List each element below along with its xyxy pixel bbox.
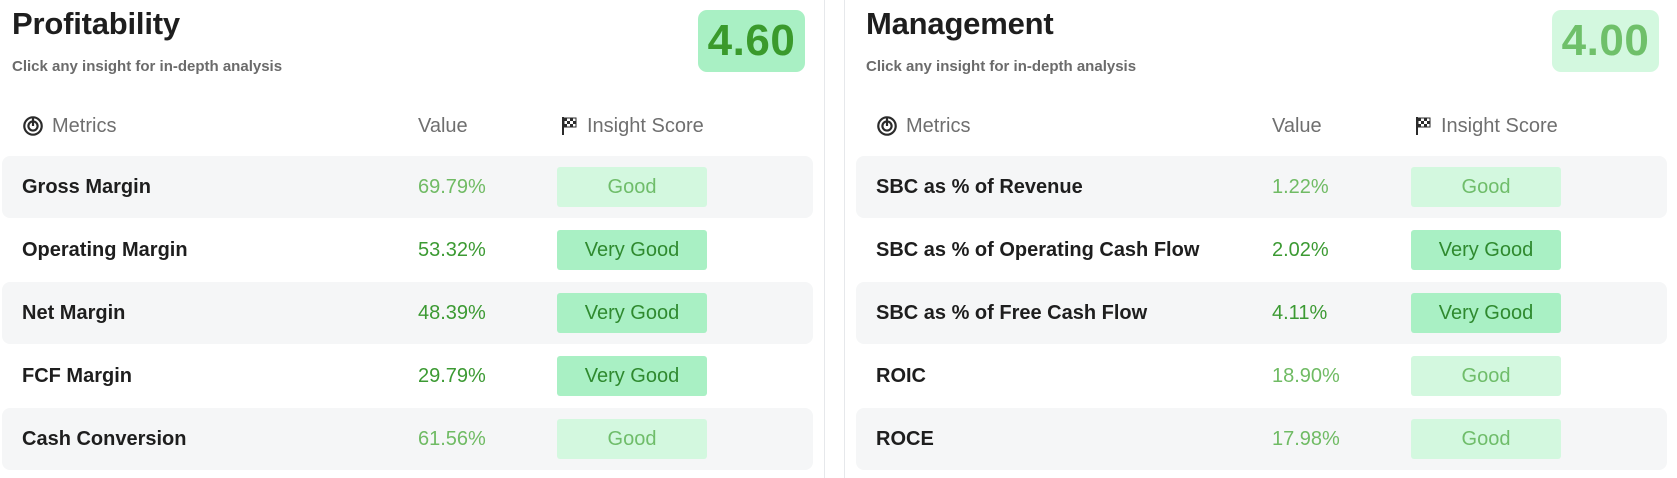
metric-name: ROCE	[876, 427, 934, 450]
table-row[interactable]: FCF Margin 29.79% Very Good	[2, 345, 813, 407]
metric-value: 1.22%	[1272, 175, 1329, 198]
metric-name: ROIC	[876, 364, 926, 387]
metric-value: 17.98%	[1272, 427, 1340, 450]
metrics-header-label: Metrics	[906, 114, 971, 137]
metric-value: 18.90%	[1272, 364, 1340, 387]
table-row[interactable]: SBC as % of Revenue 1.22% Good	[856, 156, 1667, 218]
metric-value: 48.39%	[418, 301, 486, 324]
insight-badge[interactable]: Very Good	[557, 293, 707, 333]
panel-title: Management	[866, 6, 1054, 41]
target-icon	[23, 116, 43, 136]
checkered-flag-icon	[562, 117, 577, 135]
metrics-header-label: Metrics	[52, 114, 117, 137]
metric-value: 29.79%	[418, 364, 486, 387]
value-header-label: Value	[418, 114, 468, 137]
target-icon	[877, 116, 897, 136]
table-row[interactable]: Gross Margin 69.79% Good	[2, 156, 813, 218]
overall-score-badge: 4.60	[698, 10, 805, 72]
insight-badge[interactable]: Very Good	[1411, 293, 1561, 333]
table-row[interactable]: SBC as % of Operating Cash Flow 2.02% Ve…	[856, 219, 1667, 281]
insight-badge[interactable]: Very Good	[1411, 230, 1561, 270]
profitability-panel: Profitability Click any insight for in-d…	[0, 0, 815, 478]
metric-name: Operating Margin	[22, 238, 188, 261]
insight-badge[interactable]: Good	[1411, 419, 1561, 459]
insight-badge[interactable]: Very Good	[557, 230, 707, 270]
value-header-label: Value	[1272, 114, 1322, 137]
metric-name: SBC as % of Free Cash Flow	[876, 301, 1148, 324]
value-column-header: Value	[1272, 114, 1322, 138]
insight-badge[interactable]: Good	[1411, 167, 1561, 207]
metric-name: SBC as % of Operating Cash Flow	[876, 238, 1200, 261]
metrics-column-header: Metrics	[22, 114, 116, 138]
table-row[interactable]: ROIC 18.90% Good	[856, 345, 1667, 407]
metric-value: 69.79%	[418, 175, 486, 198]
panel-subtitle: Click any insight for in-depth analysis	[866, 58, 1137, 75]
panel-divider	[824, 0, 845, 478]
insight-header-label: Insight Score	[587, 114, 704, 137]
metrics-table: SBC as % of Revenue 1.22% Good SBC as % …	[856, 156, 1667, 471]
metric-value: 61.56%	[418, 427, 486, 450]
metric-name: FCF Margin	[22, 364, 132, 387]
value-column-header: Value	[418, 114, 468, 138]
metric-value: 53.32%	[418, 238, 486, 261]
overall-score-badge: 4.00	[1552, 10, 1659, 72]
metric-name: Gross Margin	[22, 175, 151, 198]
insight-header-label: Insight Score	[1441, 114, 1558, 137]
management-panel: Management Click any insight for in-dept…	[854, 0, 1669, 478]
metrics-table: Gross Margin 69.79% Good Operating Margi…	[2, 156, 813, 471]
table-row[interactable]: Operating Margin 53.32% Very Good	[2, 219, 813, 281]
panel-subtitle: Click any insight for in-depth analysis	[12, 58, 283, 75]
insight-column-header: Insight Score	[561, 114, 704, 138]
table-row[interactable]: Net Margin 48.39% Very Good	[2, 282, 813, 344]
checkered-flag-icon	[1416, 117, 1431, 135]
insight-badge[interactable]: Good	[1411, 356, 1561, 396]
table-row[interactable]: Cash Conversion 61.56% Good	[2, 408, 813, 470]
insight-column-header: Insight Score	[1415, 114, 1558, 138]
metrics-column-header: Metrics	[876, 114, 970, 138]
metric-value: 4.11%	[1272, 301, 1328, 324]
table-row[interactable]: ROCE 17.98% Good	[856, 408, 1667, 470]
insight-badge[interactable]: Very Good	[557, 356, 707, 396]
metric-name: SBC as % of Revenue	[876, 175, 1083, 198]
table-row[interactable]: SBC as % of Free Cash Flow 4.11% Very Go…	[856, 282, 1667, 344]
insight-badge[interactable]: Good	[557, 167, 707, 207]
panel-title: Profitability	[12, 6, 180, 41]
metric-value: 2.02%	[1272, 238, 1329, 261]
insight-badge[interactable]: Good	[557, 419, 707, 459]
metric-name: Net Margin	[22, 301, 126, 324]
metric-name: Cash Conversion	[22, 427, 187, 450]
